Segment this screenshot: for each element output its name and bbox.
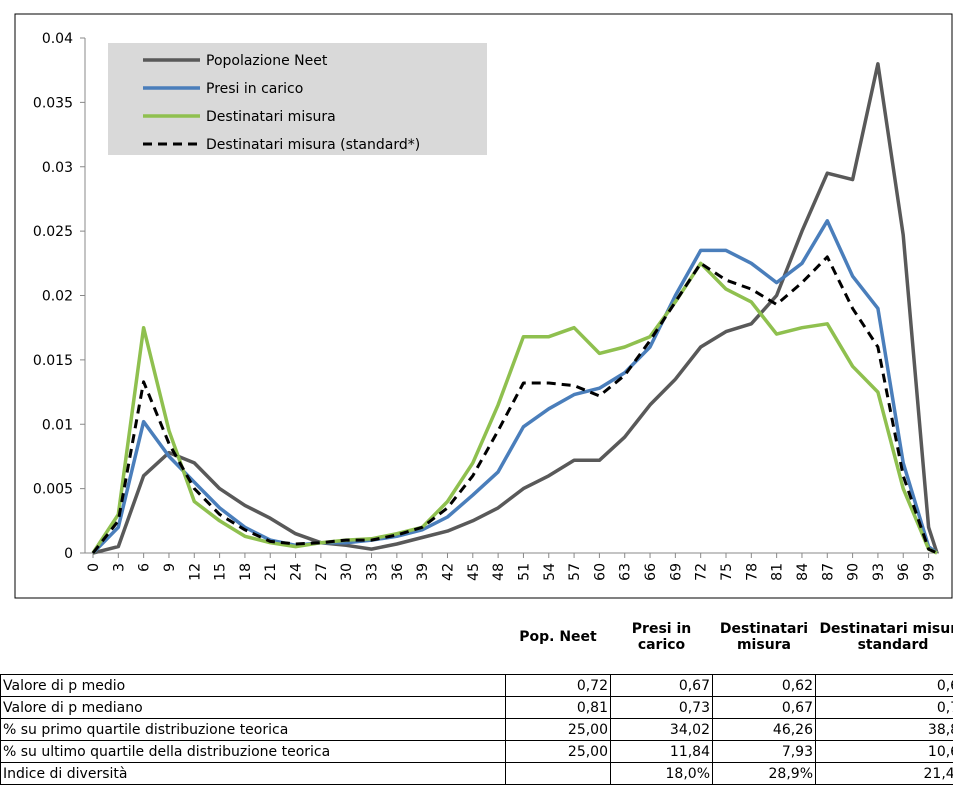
table-row: % su ultimo quartile della distribuzione…: [0, 740, 953, 763]
x-tick-label: 36: [390, 563, 406, 581]
x-tick-label: 78: [744, 563, 760, 581]
table-cell: 0,67: [610, 674, 713, 697]
legend-label: Destinatari misura (standard*): [206, 137, 420, 153]
table-cell: Indice di diversità: [0, 762, 506, 785]
table-cell: 0,71: [815, 696, 953, 719]
table-cell: 0,62: [712, 674, 816, 697]
x-tick-label: 45: [466, 563, 482, 581]
table-cell: 11,84: [610, 740, 713, 763]
legend-label: Popolazione Neet: [206, 53, 328, 69]
table-cell: 7,93: [712, 740, 816, 763]
x-tick-label: 66: [643, 563, 659, 581]
x-tick-label: 87: [820, 563, 836, 581]
series-line: [91, 261, 938, 555]
y-tick-label: 0.04: [42, 31, 73, 47]
y-tick-label: 0.02: [42, 289, 73, 305]
table-cell: Presi in carico: [610, 600, 713, 675]
table-cell: 21,4%: [815, 762, 953, 785]
y-tick-label: 0.01: [42, 417, 73, 433]
table: Pop. Neet Presi in carico Destinatari misu…: [0, 600, 953, 785]
x-tick-label: 39: [415, 563, 431, 581]
table-cell: Valore di p medio: [0, 674, 506, 697]
x-tick-label: 96: [896, 563, 912, 581]
x-tick-label: 75: [719, 563, 735, 581]
y-tick-label: 0.015: [33, 353, 73, 369]
x-tick-label: 0: [86, 563, 102, 572]
table-cell: 18,0%: [610, 762, 713, 785]
x-tick-label: 30: [339, 563, 355, 581]
x-tick-label: 21: [263, 563, 279, 581]
x-tick-label: 27: [314, 563, 330, 581]
x-tick-label: 18: [238, 563, 254, 581]
x-tick-label: 51: [516, 563, 532, 581]
table-cell: [0, 600, 506, 675]
table-cell: % su ultimo quartile della distribuzione…: [0, 740, 506, 763]
y-tick-label: 0.035: [33, 95, 73, 111]
table-cell: 0,73: [610, 696, 713, 719]
series-line: [91, 255, 938, 555]
x-tick-label: 33: [365, 563, 381, 581]
x-tick-label: 69: [668, 563, 684, 581]
x-tick-label: 81: [770, 563, 786, 581]
x-tick-label: 72: [694, 563, 710, 581]
table-row: % su primo quartile distribuzione teoric…: [0, 718, 953, 741]
x-tick-label: 84: [795, 563, 811, 581]
table-cell: Valore di p mediano: [0, 696, 506, 719]
table-cell: Pop. Neet: [505, 600, 611, 675]
x-tick-label: 12: [187, 563, 203, 581]
table-cell: 34,02: [610, 718, 713, 741]
table-row: Indice di diversità 18,0%28,9%21,4%: [0, 762, 953, 785]
x-tick-label: 63: [618, 563, 634, 581]
table-cell: 0,72: [505, 674, 611, 697]
y-tick-label: 0.005: [33, 482, 73, 498]
table-cell: % su primo quartile distribuzione teoric…: [0, 718, 506, 741]
x-tick-label: 3: [111, 563, 127, 572]
x-tick-label: 93: [871, 563, 887, 581]
x-tick-label: 60: [592, 563, 608, 581]
x-tick-label: 42: [440, 563, 456, 581]
table-cell: 10,60: [815, 740, 953, 763]
x-tick-label: 6: [137, 563, 153, 572]
table-cell: [505, 762, 611, 785]
table-cell: 0,65: [815, 674, 953, 697]
table-cell: 25,00: [505, 718, 611, 741]
x-tick-label: 57: [567, 563, 583, 581]
legend: Popolazione Neet Presi in carico Destinata…: [108, 43, 487, 155]
table-cell: 38,86: [815, 718, 953, 741]
x-tick-label: 15: [213, 563, 229, 581]
table-cell: 0,67: [712, 696, 816, 719]
table-container: Pop. Neet Presi in carico Destinatari misu…: [0, 600, 953, 803]
x-tick-label: 24: [289, 563, 305, 581]
table-header: Pop. Neet Presi in carico Destinatari misu…: [0, 600, 953, 675]
legend-label: Presi in carico: [206, 81, 303, 97]
x-tick-label: 9: [162, 563, 178, 572]
legend-label: Destinatari misura: [206, 109, 336, 125]
table-cell: 28,9%: [712, 762, 816, 785]
x-tick-label: 90: [846, 563, 862, 581]
x-tick-label: 54: [542, 563, 558, 581]
table-cell: Destinatari misura: [712, 600, 816, 675]
table-cell: 46,26: [712, 718, 816, 741]
series-line: [92, 62, 939, 555]
y-tick-label: 0.03: [42, 160, 73, 176]
x-tick-label: 48: [491, 563, 507, 581]
y-tick-label: 0: [64, 546, 73, 562]
table-cell: Destinatari misura standard: [815, 600, 953, 675]
table-cell: 25,00: [505, 740, 611, 763]
series-line: [91, 219, 939, 555]
x-tick-label: 99: [922, 563, 938, 581]
table-cell: 0,81: [505, 696, 611, 719]
y-tick-label: 0.025: [33, 224, 73, 240]
